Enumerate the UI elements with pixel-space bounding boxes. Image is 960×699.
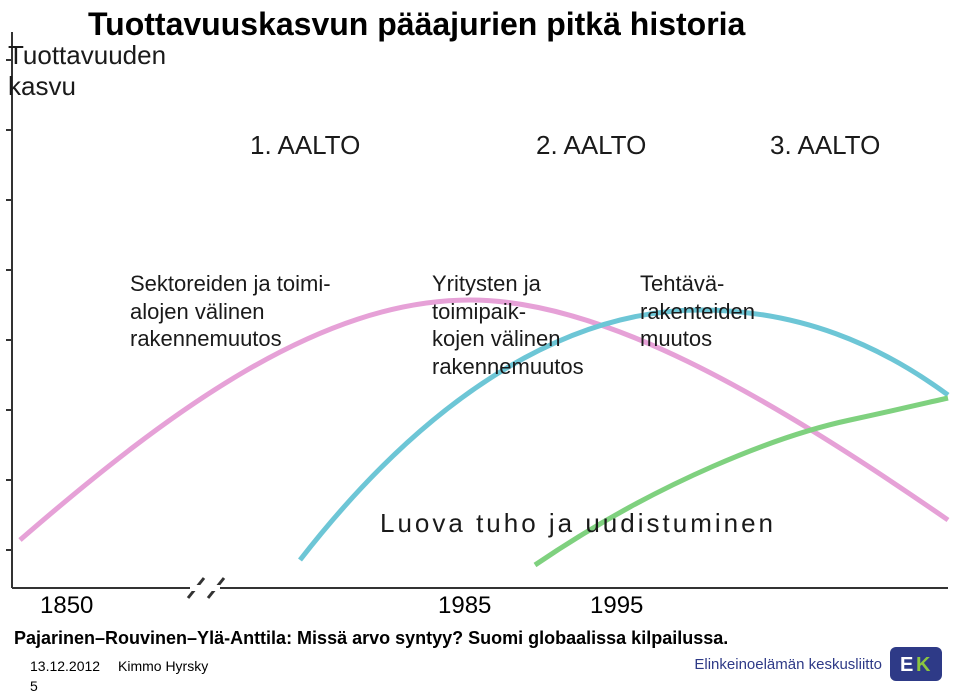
ek-logo: Elinkeinoelämän keskusliitto E K <box>694 647 942 681</box>
curve-wave3 <box>535 398 948 565</box>
wave1-desc: Sektoreiden ja toimi-alojen välinenraken… <box>130 270 331 353</box>
wave3-desc: Tehtävä-rakenteidenmuutos <box>640 270 755 353</box>
wave3-label: 3. AALTO <box>770 130 880 161</box>
wave2-label: 2. AALTO <box>536 130 646 161</box>
xtick-1850: 1850 <box>40 592 93 620</box>
y-axis-label: Tuottavuudenkasvu <box>8 40 166 102</box>
ek-logo-icon: E K <box>890 647 942 681</box>
svg-text:K: K <box>916 654 931 676</box>
xtick-1985: 1985 <box>438 592 491 620</box>
wave1-label: 1. AALTO <box>250 130 360 161</box>
presentation-date: 13.12.2012 <box>30 658 100 674</box>
page-number: 5 <box>30 678 38 694</box>
wave2-desc: Yritysten jatoimipaik-kojen välinenraken… <box>432 270 584 380</box>
xtick-1995: 1995 <box>590 592 643 620</box>
ek-logo-text: Elinkeinoelämän keskusliitto <box>694 656 882 673</box>
source-citation: Pajarinen–Rouvinen–Ylä-Anttila: Missä ar… <box>14 628 728 649</box>
author-name: Kimmo Hyrsky <box>118 658 208 674</box>
svg-text:E: E <box>900 654 913 676</box>
footer-caption: Luova tuho ja uudistuminen <box>380 508 776 539</box>
chart-title: Tuottavuuskasvun pääajurien pitkä histor… <box>88 6 745 43</box>
